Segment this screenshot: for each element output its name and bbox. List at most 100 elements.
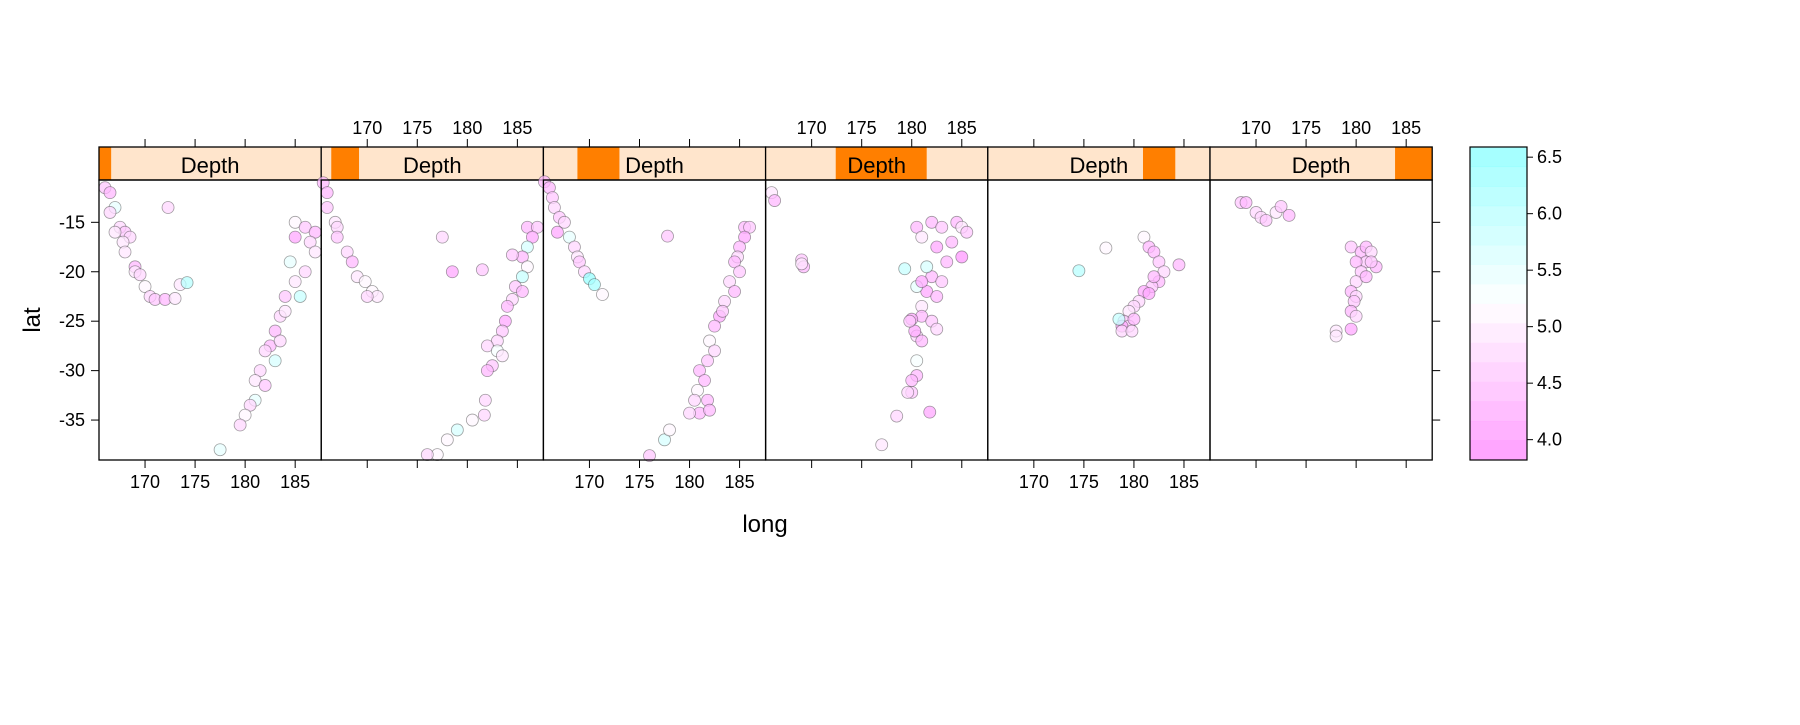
points [98,181,322,457]
x-tick-label: 175 [180,472,210,492]
data-point [795,257,809,271]
data-point [910,354,924,368]
x-tick-label: 185 [502,118,532,138]
data-point [288,230,302,244]
color-key-band [1470,283,1527,304]
data-point [915,334,929,348]
data-point [915,230,929,244]
x-tick-label: 180 [675,472,705,492]
data-point [233,418,247,432]
color-key-band [1470,323,1527,344]
data-point [330,230,344,244]
x-tick-label: 170 [1019,472,1049,492]
data-point [663,423,676,437]
data-point [1359,270,1373,284]
data-point [898,262,912,276]
data-point [268,354,282,368]
x-tick-label: 175 [402,118,432,138]
data-point [1344,322,1358,336]
depth-shingle-range [835,147,927,180]
data-point [465,413,479,427]
data-point [955,250,969,264]
data-point [475,263,489,277]
x-tick-label: 185 [1169,472,1199,492]
data-point [500,299,514,313]
data-point [1127,312,1141,326]
data-point [515,285,529,298]
depth-shingle-range [1395,147,1433,180]
color-key-band [1470,225,1527,246]
color-key-tick-label: 6.0 [1537,204,1562,224]
color-key-band [1470,166,1527,187]
data-point [1099,241,1113,255]
data-point [728,285,741,298]
strip-background [99,147,322,180]
data-point [118,245,132,259]
strip-label: Depth [1070,153,1129,178]
x-tick-label: 175 [624,472,654,492]
data-point [1172,258,1186,272]
y-tick-label: -25 [59,311,85,331]
data-point [293,290,307,303]
x-tick-label: 170 [1241,118,1271,138]
data-point [298,265,312,279]
color-key-band [1470,205,1527,226]
panel-border [1209,179,1433,461]
x-tick-label: 175 [847,118,877,138]
x-tick-label: 170 [797,118,827,138]
data-point [698,374,711,387]
data-point [1147,270,1161,284]
strip-label: Depth [403,153,462,178]
data-point [558,215,571,229]
x-tick-label: 175 [1069,472,1099,492]
data-point [103,186,117,200]
data-point [258,379,272,392]
data-point [905,374,919,387]
color-key-tick-label: 6.5 [1537,147,1562,167]
x-tick-label: 180 [1119,472,1149,492]
strip-label: Depth [1292,153,1351,178]
x-tick-label: 175 [1291,118,1321,138]
x-tick-label: 170 [352,118,382,138]
data-point [358,275,372,289]
panel-5: Depth 170 175 180 185 [987,139,1211,492]
color-key-band [1470,264,1527,285]
x-tick-label: 185 [725,472,755,492]
data-point [930,290,944,303]
x-tick-label: 180 [452,118,482,138]
data-point [273,334,287,348]
color-key: 4.0 4.5 5.0 5.5 6.0 6.5 [1469,146,1562,461]
panel-3: Depth 170 175 180 185 [538,139,767,492]
data-point [716,304,729,318]
x-tick-label: 170 [130,472,160,492]
data-point [103,206,117,219]
data-point [930,322,944,336]
data-point [733,265,746,279]
data-point [108,225,122,239]
color-key-border [1469,146,1528,461]
data-point [478,393,492,407]
data-point [701,354,714,368]
data-point [308,245,322,259]
panel-border [98,179,322,461]
data-point [703,403,716,417]
data-point [930,240,944,254]
color-key-band [1470,381,1527,402]
data-point [1329,329,1343,343]
data-point [320,201,334,214]
points [316,176,544,462]
color-key-band [1470,244,1527,265]
color-key-band [1470,401,1527,422]
color-key-tick-label: 4.0 [1537,430,1562,450]
data-point [890,409,904,423]
data-point [935,220,949,234]
points [1072,230,1186,338]
data-point [875,438,889,452]
data-point [440,433,454,447]
data-point [960,225,974,239]
depth-shingle-range [577,147,620,180]
data-point [1239,196,1253,209]
data-point [596,288,609,301]
points [1234,196,1383,343]
x-tick-label: 170 [574,472,604,492]
